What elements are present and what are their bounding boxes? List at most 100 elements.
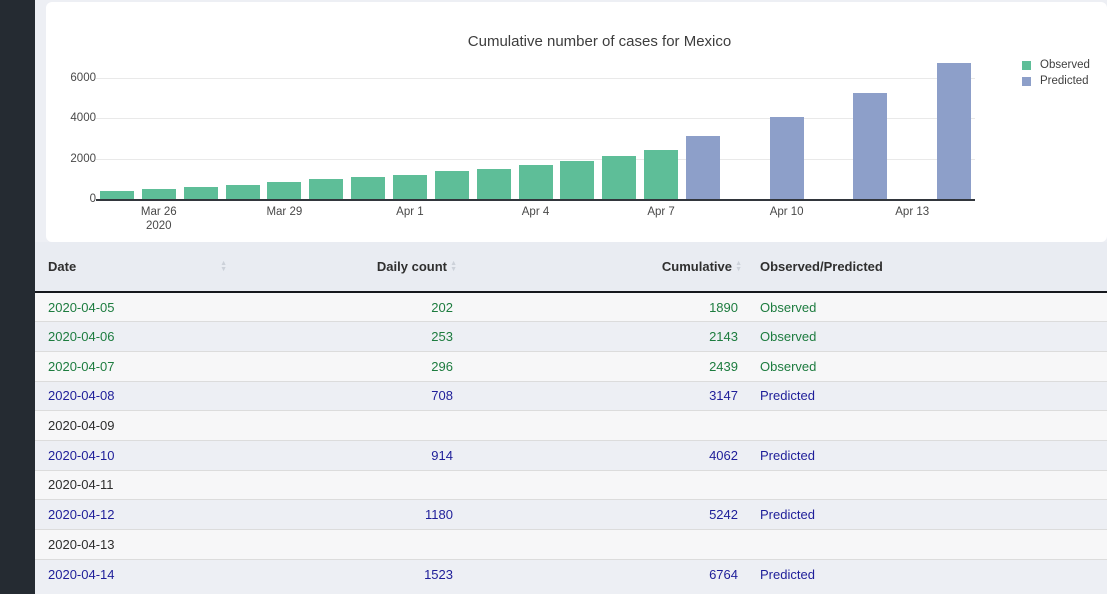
x-axis-tick-label: Mar 29 (266, 206, 303, 218)
cell-cumulative (461, 410, 746, 441)
cell-cumulative: 5242 (461, 499, 746, 530)
chart-legend: Observed Predicted (1022, 57, 1090, 89)
legend-item-observed[interactable]: Observed (1022, 57, 1090, 73)
cell-daily-count: 1523 (231, 558, 461, 589)
cell-daily-count: 296 (231, 350, 461, 382)
cell-cumulative (461, 469, 746, 500)
legend-swatch-observed (1022, 60, 1031, 70)
table-row[interactable]: 2020-04-08 708 3147 Predicted (35, 380, 1107, 411)
cell-cumulative (461, 529, 746, 560)
chart-title: Cumulative number of cases for Mexico (467, 33, 732, 50)
bar-observed[interactable] (518, 164, 553, 199)
cell-date: 2020-04-12 (35, 499, 231, 530)
cell-daily-count (231, 529, 461, 560)
data-table: Date ▲ ▼ Daily count ▲ ▼ Cumulative ▲ ▼ Observed/… (35, 242, 1107, 589)
cell-status: Predicted (746, 499, 1107, 530)
column-header-date[interactable]: Date ▲ ▼ (35, 242, 231, 293)
legend-label: Predicted (1040, 75, 1089, 87)
x-axis-tick-label: Apr 13 (895, 206, 930, 218)
column-header-cumulative[interactable]: Cumulative ▲ ▼ (461, 242, 746, 293)
legend-swatch-predicted (1022, 76, 1031, 86)
y-axis-tick-label: 4000 (70, 112, 96, 125)
bar-observed[interactable] (476, 168, 511, 199)
cell-date: 2020-04-11 (35, 469, 231, 500)
table-header: Date ▲ ▼ Daily count ▲ ▼ Cumulative ▲ ▼ Observed/… (35, 242, 1107, 293)
cell-cumulative: 3147 (461, 380, 746, 411)
y-axis-tick-label: 2000 (70, 152, 96, 165)
y-axis-tick-label: 0 (89, 193, 96, 205)
cell-date: 2020-04-09 (35, 410, 231, 441)
sort-icon[interactable]: ▲ ▼ (450, 259, 457, 273)
column-header-daily-count[interactable]: Daily count ▲ ▼ (231, 242, 461, 293)
bar-observed[interactable] (267, 181, 302, 199)
cell-daily-count (231, 410, 461, 441)
cell-date: 2020-04-10 (35, 439, 231, 471)
cell-daily-count (231, 469, 461, 500)
bar-observed[interactable] (183, 187, 218, 199)
table-row[interactable]: 2020-04-07 296 2439 Observed (35, 350, 1107, 382)
bar-predicted[interactable] (937, 62, 972, 199)
table-row[interactable]: 2020-04-13 (35, 529, 1107, 560)
cell-cumulative: 4062 (461, 439, 746, 471)
cell-cumulative: 6764 (461, 558, 746, 589)
cell-daily-count: 253 (231, 321, 461, 352)
bar-observed[interactable] (141, 189, 176, 199)
cell-daily-count: 708 (231, 380, 461, 411)
table-row[interactable]: 2020-04-06 253 2143 Observed (35, 321, 1107, 352)
y-axis-tick-label: 6000 (70, 72, 96, 85)
bar-predicted[interactable] (769, 117, 804, 199)
cell-status: Predicted (746, 558, 1107, 589)
cell-date: 2020-04-08 (35, 380, 231, 411)
cell-date: 2020-04-14 (35, 558, 231, 589)
legend-label: Observed (1040, 59, 1090, 71)
bar-predicted[interactable] (853, 93, 888, 199)
cell-cumulative: 1890 (709, 299, 738, 315)
bar-observed[interactable] (434, 171, 469, 199)
bar-observed[interactable] (644, 149, 679, 199)
x-axis-tick-label: Mar 26 2020 (140, 206, 177, 232)
bar-observed[interactable] (225, 184, 260, 199)
cell-daily-count: 1180 (231, 499, 461, 530)
bar-observed[interactable] (309, 178, 344, 199)
cell-status (746, 410, 1107, 441)
cell-status: Predicted (746, 380, 1107, 411)
bar-observed[interactable] (602, 155, 637, 199)
cell-status (746, 469, 1107, 500)
bar-observed[interactable] (392, 174, 427, 199)
cell-status: Observed (760, 299, 817, 315)
cell-status (746, 529, 1107, 560)
chart-card: Cumulative number of cases for Mexico 0 2… (46, 2, 1107, 242)
gridline (96, 158, 975, 160)
table-row[interactable]: 2020-04-14 1523 6764 Predicted (35, 558, 1107, 589)
gridline (96, 118, 975, 120)
cell-date: 2020-04-13 (35, 529, 231, 560)
table-row[interactable]: 2020-04-11 (35, 469, 1107, 500)
x-axis-tick-label: Apr 4 (521, 206, 550, 218)
table-row[interactable]: 2020-04-09 (35, 410, 1107, 441)
legend-item-predicted[interactable]: Predicted (1022, 73, 1090, 89)
x-axis-line (96, 199, 975, 201)
x-axis-tick-label: Apr 10 (769, 206, 804, 218)
table-row[interactable]: 2020-04-10 914 4062 Predicted (35, 439, 1107, 471)
cell-cumulative: 2143 (461, 321, 746, 352)
sidebar-collapsed (0, 0, 35, 594)
bar-observed[interactable] (99, 190, 134, 199)
table-row[interactable]: 2020-04-05 202 1890 Observed (35, 292, 1107, 322)
sort-icon[interactable]: ▲ ▼ (220, 259, 227, 273)
x-axis-tick-label: Apr 7 (647, 206, 675, 218)
cell-daily-count: 202 (431, 299, 453, 315)
cell-status: Observed (746, 350, 1107, 382)
sort-icon[interactable]: ▲ ▼ (735, 259, 742, 273)
cell-date: 2020-04-06 (35, 321, 231, 352)
bar-observed[interactable] (560, 160, 595, 199)
cell-daily-count: 914 (231, 439, 461, 471)
cell-cumulative: 2439 (461, 350, 746, 382)
bar-predicted[interactable] (685, 135, 720, 199)
cell-date: 2020-04-05 (48, 299, 115, 315)
gridline (96, 78, 975, 80)
table-row[interactable]: 2020-04-12 1180 5242 Predicted (35, 499, 1107, 530)
bar-observed[interactable] (351, 176, 386, 199)
cell-date: 2020-04-07 (35, 350, 231, 382)
cell-status: Observed (746, 321, 1107, 352)
